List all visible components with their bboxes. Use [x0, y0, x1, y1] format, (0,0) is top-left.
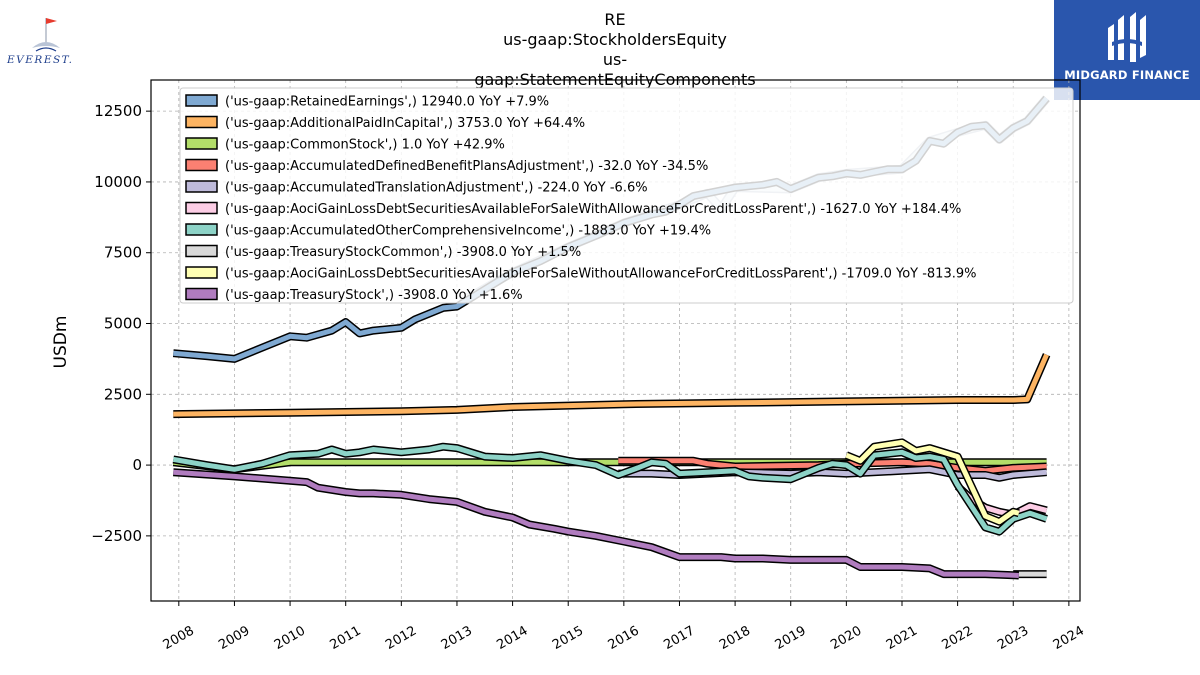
series-line-outline	[173, 468, 1019, 580]
chart-title-line-2: us-gaap:StockholdersEquity	[503, 30, 727, 49]
x-tick-label: 2022	[939, 623, 975, 653]
x-tick-label: 2012	[383, 623, 419, 653]
x-tick-label: 2017	[661, 623, 697, 653]
legend-label: ('us-gaap:CommonStock',) 1.0 YoY +42.9%	[225, 138, 505, 153]
midgard-wordmark: MIDGARD FINANCE	[1064, 68, 1190, 82]
y-tick-label: 2500	[104, 385, 142, 403]
legend-entry: ('us-gaap:CommonStock',) 1.0 YoY +42.9%	[185, 137, 505, 153]
legend-label: ('us-gaap:TreasuryStockCommon',) -3908.0…	[225, 245, 581, 260]
x-axis: 2008 2009 2010 2011 2012 2013 2014 2015 2016 2017…	[161, 601, 1087, 653]
x-tick-label: 2019	[773, 623, 809, 653]
legend-box	[179, 87, 1074, 304]
legend-swatch	[185, 137, 218, 150]
midgard-logo: MIDGARD FINANCE	[1054, 0, 1200, 100]
midgard-logo-icon	[1108, 12, 1146, 62]
legend-entry: ('us-gaap:RetainedEarnings',) 12940.0 Yo…	[185, 94, 549, 110]
legend-entry: ('us-gaap:AccumulatedOtherComprehensiveI…	[185, 223, 711, 239]
legend-entry: ('us-gaap:TreasuryStock',) -3908.0 YoY +…	[185, 287, 523, 303]
x-tick-label: 2023	[995, 623, 1031, 653]
series-line	[173, 353, 1049, 417]
legend-swatch	[185, 94, 218, 107]
x-tick-label: 2020	[828, 623, 864, 653]
legend-label: ('us-gaap:AccumulatedTranslationAdjustme…	[225, 181, 648, 196]
chart-title-line-1: RE	[604, 10, 626, 29]
legend-swatch	[185, 266, 218, 279]
everest-wordmark: EVEREST.	[7, 54, 74, 66]
x-tick-label: 2010	[272, 623, 308, 653]
legend-label: ('us-gaap:AccumulatedDefinedBenefitPlans…	[225, 159, 708, 174]
series-line	[173, 469, 1019, 578]
legend-entry: ('us-gaap:TreasuryStockCommon',) -3908.0…	[185, 244, 581, 260]
legend-swatch	[185, 115, 218, 129]
x-tick-label: 2024	[1051, 623, 1087, 653]
legend-swatch	[185, 158, 218, 172]
legend-label: ('us-gaap:TreasuryStock',) -3908.0 YoY +…	[225, 288, 523, 303]
x-tick-label: 2011	[328, 623, 364, 653]
x-tick-label: 2014	[494, 623, 530, 653]
legend-swatch	[185, 244, 218, 258]
series-line	[172, 444, 1048, 535]
legend-entry: ('us-gaap:AccumulatedTranslationAdjustme…	[185, 180, 648, 196]
legend-entry: ('us-gaap:AdditionalPaidInCapital',) 375…	[185, 115, 585, 131]
flag-mountain-logo-icon	[32, 18, 60, 52]
legend-label: ('us-gaap:AccumulatedOtherComprehensiveI…	[225, 224, 711, 239]
x-tick-label: 2015	[550, 623, 586, 653]
legend-entry: ('us-gaap:AccumulatedDefinedBenefitPlans…	[185, 158, 708, 174]
series-8	[844, 438, 1020, 526]
y-axis-label: USDm	[51, 316, 71, 369]
legend-label: ('us-gaap:AdditionalPaidInCapital',) 375…	[225, 116, 585, 131]
y-tick-label: 7500	[104, 244, 142, 262]
legend-swatch	[185, 201, 218, 215]
legend-swatch	[185, 180, 218, 193]
series-3	[618, 456, 1047, 475]
y-tick-label: 10000	[94, 173, 142, 191]
y-tick-label: 12500	[94, 102, 142, 120]
series-6	[172, 442, 1048, 536]
y-axis: −2500 0 2500 5000 7500 10000 12500	[91, 102, 151, 545]
x-tick-label: 2016	[606, 623, 642, 653]
x-tick-label: 2008	[161, 623, 197, 653]
series-1	[173, 353, 1051, 419]
x-tick-label: 2013	[439, 623, 475, 653]
legend-label: ('us-gaap:RetainedEarnings',) 12940.0 Yo…	[225, 95, 549, 110]
legend-entry: ('us-gaap:AociGainLossDebtSecuritiesAvai…	[185, 201, 961, 217]
legend: ('us-gaap:RetainedEarnings',) 12940.0 Yo…	[179, 87, 1074, 304]
x-tick-label: 2021	[884, 623, 920, 653]
x-tick-label: 2009	[216, 623, 252, 653]
legend-swatch	[185, 287, 218, 301]
plot-frame	[150, 79, 1081, 602]
y-tick-label: −2500	[91, 527, 142, 545]
y-tick-label: 5000	[104, 315, 142, 333]
legend-label: ('us-gaap:AociGainLossDebtSecuritiesAvai…	[225, 202, 961, 217]
series-line	[845, 439, 1020, 525]
legend-entry: ('us-gaap:AociGainLossDebtSecuritiesAvai…	[185, 266, 976, 282]
series-9	[173, 468, 1019, 580]
y-tick-label: 0	[132, 456, 142, 474]
legend-swatch	[185, 223, 218, 236]
series-line	[618, 458, 1047, 474]
legend-label: ('us-gaap:AociGainLossDebtSecuritiesAvai…	[225, 267, 976, 282]
everest-logo: EVEREST.	[4, 14, 88, 70]
x-tick-label: 2018	[717, 623, 753, 653]
